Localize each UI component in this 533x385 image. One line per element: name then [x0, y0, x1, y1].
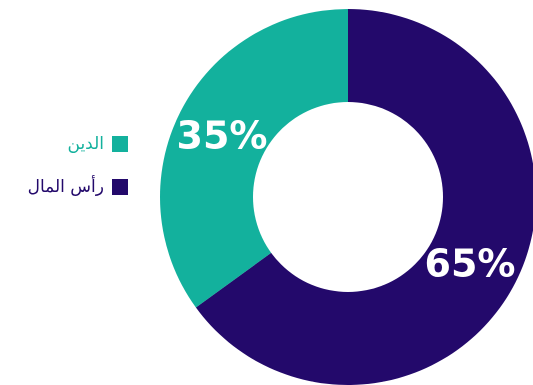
legend-swatch-equity	[112, 179, 128, 195]
donut-hole	[253, 102, 443, 292]
slice-label-debt: 35%	[177, 114, 268, 158]
legend-label-equity: رأس المال	[27, 176, 104, 197]
chart-legend: الدين رأس المال	[0, 130, 128, 216]
slice-label-equity: 65%	[425, 242, 516, 286]
slice-debt	[160, 8, 348, 308]
legend-label-debt: الدين	[67, 133, 105, 154]
chart-data-labels: 65% 35%	[177, 114, 516, 286]
legend-item-equity: رأس المال	[0, 173, 128, 201]
legend-swatch-debt	[112, 136, 128, 152]
legend-item-debt: الدين	[0, 130, 128, 158]
